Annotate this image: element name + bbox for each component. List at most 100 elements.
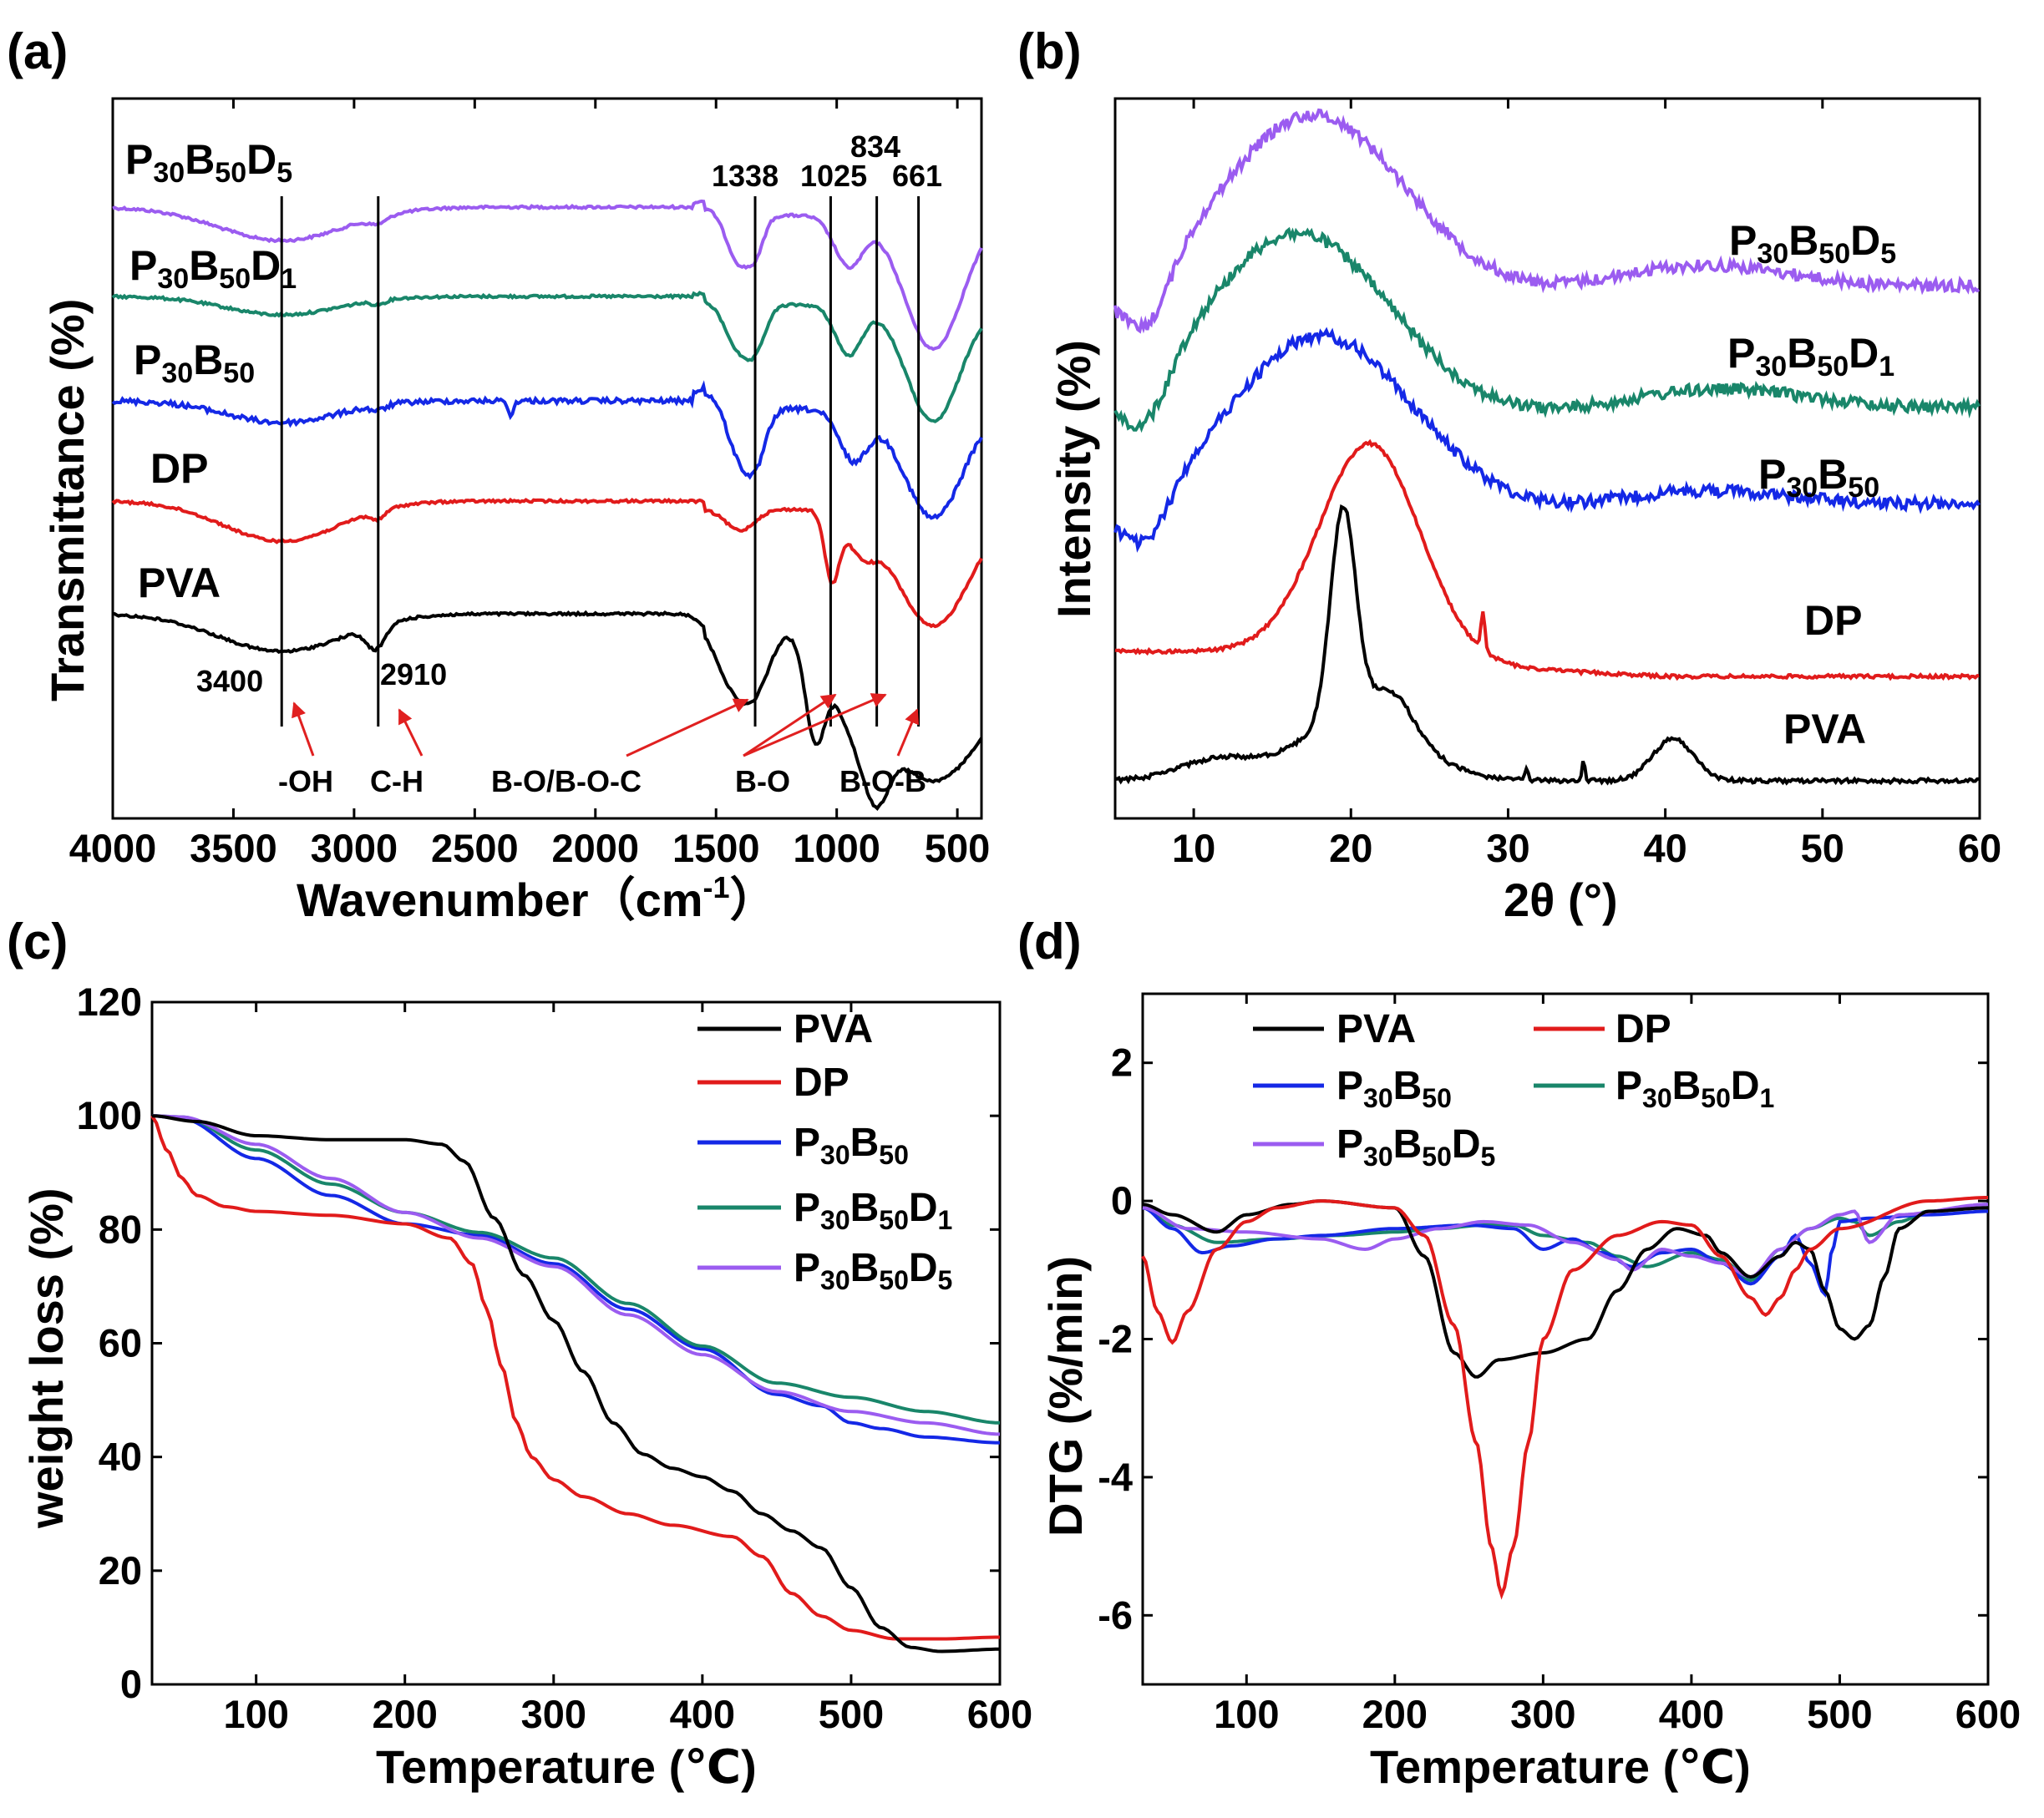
a-peak-1338: 1338 <box>712 159 779 193</box>
b-label-d5: P30B50D5 <box>1729 217 1896 270</box>
a-peak-1025: 1025 <box>800 159 867 193</box>
d-ytick-label-2: 2 <box>1111 1041 1133 1085</box>
a-series-p30b50d5 <box>112 199 983 352</box>
d-xtick-label-300: 300 <box>1510 1692 1575 1736</box>
panel-d: (d) 100 200 300 400 500 600 -6 -4 -2 0 2 PVA DP P3… <box>1017 914 2021 1793</box>
c-ytick-label-20: 20 <box>99 1548 142 1593</box>
c-legend-dp: DP <box>794 1061 850 1105</box>
d-series-p30b50d5 <box>1142 1203 1989 1279</box>
a-arrow-5 <box>896 708 920 757</box>
a-label-d5: P30B50D5 <box>125 136 292 189</box>
b-series-dp <box>1114 438 1980 681</box>
d-xtick-label-600: 600 <box>1955 1692 2021 1736</box>
c-ylabel: weight loss (%) <box>20 1188 73 1529</box>
b-series-p30b50d1 <box>1113 226 1981 433</box>
a-label-dp: DP <box>150 445 208 492</box>
a-series-pva <box>112 610 983 812</box>
a-band-bo-boc: B-O/B-O-C <box>491 764 642 798</box>
d-ytick-label-0: 0 <box>1111 1178 1133 1223</box>
d-ylabel: DTG (%/min) <box>1039 1256 1092 1537</box>
a-xtick-label-1000: 1000 <box>793 826 880 870</box>
a-arrow-1 <box>398 708 424 757</box>
panel-c-frame <box>150 1000 1002 1686</box>
d-series-pva <box>1142 1199 1988 1379</box>
a-peak-2910: 2910 <box>380 657 447 691</box>
c-xtick-label-400: 400 <box>670 1692 735 1736</box>
a-arrow-0 <box>292 701 315 757</box>
a-peak-834: 834 <box>850 129 900 164</box>
a-series-dp <box>111 497 983 629</box>
c-ytick-label-60: 60 <box>99 1321 142 1365</box>
a-xtick-label-4000: 4000 <box>69 826 157 870</box>
d-xtick-label-200: 200 <box>1362 1692 1428 1736</box>
d-ytick-label--2: -2 <box>1098 1317 1133 1361</box>
a-band-bo: B-O <box>735 764 790 798</box>
d-legend-p30b50: P30B50 <box>1336 1064 1452 1113</box>
a-arrow-4 <box>743 693 887 757</box>
c-series-p30b50d1 <box>152 1114 1001 1425</box>
d-legend-d1: P30B50D1 <box>1615 1064 1774 1113</box>
a-label-d5-sub1: 30 <box>153 157 185 189</box>
c-legend: PVA DP P30B50 P30B50D1 P30B50D5 <box>697 1007 952 1295</box>
a-series-p30b50d1 <box>111 291 983 423</box>
panel-d-frame <box>1141 992 1990 1686</box>
b-series-p30b50d5 <box>1113 108 1981 334</box>
c-ytick-label-80: 80 <box>99 1207 142 1251</box>
c-xtick-label-200: 200 <box>373 1692 438 1736</box>
c-xlabel: Temperature (℃) <box>376 1740 757 1793</box>
a-arrow-2 <box>626 698 749 757</box>
a-band-oh: -OH <box>278 764 333 798</box>
a-xtick-label-3000: 3000 <box>311 826 398 870</box>
panel-b-label: (b) <box>1017 23 1082 79</box>
c-xtick-label-100: 100 <box>223 1692 288 1736</box>
c-ytick-label-40: 40 <box>99 1435 142 1479</box>
a-peak-3400: 3400 <box>196 664 263 698</box>
a-xtick-label-3500: 3500 <box>190 826 277 870</box>
b-xtick-label-20: 20 <box>1329 826 1372 870</box>
b-xtick-label-50: 50 <box>1801 826 1844 870</box>
c-series-p30b50 <box>151 1114 1000 1445</box>
d-ytick-label--4: -4 <box>1098 1455 1133 1499</box>
b-xtick-label-60: 60 <box>1958 826 2001 870</box>
a-ylabel: Transmittance (%) <box>41 299 94 701</box>
c-legend-d5: P30B50D5 <box>794 1246 952 1295</box>
b-series-p30b50 <box>1113 327 1981 553</box>
panel-d-label: (d) <box>1017 914 1082 970</box>
c-series-p30b50d5 <box>152 1114 1001 1436</box>
b-xtick-label-40: 40 <box>1643 826 1686 870</box>
b-label-d1: P30B50D1 <box>1727 330 1894 382</box>
d-legend: PVA DP P30B50 P30B50D1 P30B50D5 <box>1253 1007 1774 1172</box>
a-xtick-label-500: 500 <box>925 826 990 870</box>
a-xtick-label-2500: 2500 <box>431 826 519 870</box>
panel-a: (a) 4000 3500 3000 2500 2000 1500 1000 500 P30B… <box>7 23 990 926</box>
c-xtick-label-500: 500 <box>819 1692 884 1736</box>
panel-b: (b) 10 20 30 40 50 60 P30B50D5 P30B50D1 P30B5… <box>1017 23 2001 926</box>
c-ytick-label-120: 120 <box>77 980 142 1024</box>
b-label-p30b50: P30B50 <box>1758 451 1879 504</box>
d-legend-dp: DP <box>1615 1007 1671 1051</box>
panel-a-frame <box>111 97 983 820</box>
b-ylabel: Intensity (%) <box>1047 340 1100 618</box>
c-legend-d1: P30B50D1 <box>794 1186 952 1235</box>
a-xtick-label-1500: 1500 <box>672 826 760 870</box>
d-ytick-label--6: -6 <box>1098 1593 1133 1637</box>
c-xtick-label-600: 600 <box>967 1692 1032 1736</box>
c-ytick-label-100: 100 <box>77 1093 142 1137</box>
a-band-ch: C-H <box>370 764 424 798</box>
panel-c-label: (c) <box>7 914 68 970</box>
d-xtick-label-400: 400 <box>1659 1692 1724 1736</box>
b-xtick-label-10: 10 <box>1172 826 1215 870</box>
d-xlabel: Temperature (℃) <box>1370 1740 1751 1793</box>
c-legend-pva: PVA <box>794 1007 873 1051</box>
a-xtick-label-2000: 2000 <box>551 826 639 870</box>
a-xlabel: Wavenumber（cm-1） <box>297 870 777 926</box>
a-series-p30b50 <box>111 380 983 520</box>
b-label-pva: PVA <box>1783 706 1866 752</box>
b-series-pva <box>1114 504 1980 786</box>
c-xtick-label-300: 300 <box>521 1692 586 1736</box>
a-label-d1: P30B50D1 <box>129 242 297 295</box>
d-xtick-label-100: 100 <box>1214 1692 1279 1736</box>
d-legend-pva: PVA <box>1336 1007 1416 1051</box>
panel-a-label: (a) <box>7 23 68 79</box>
